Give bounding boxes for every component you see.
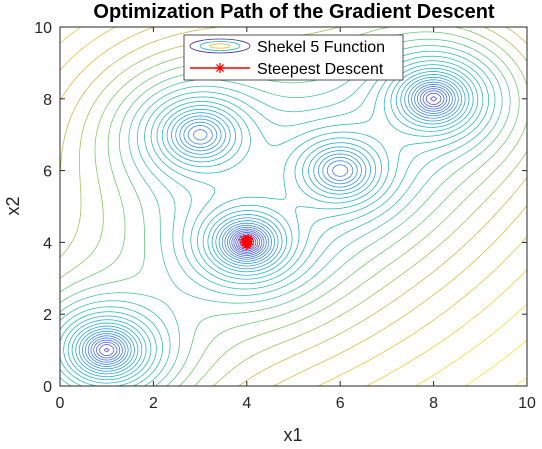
contour-level	[465, 339, 528, 387]
y-axis-label: x2	[3, 196, 23, 215]
contour-level	[81, 79, 459, 370]
contour-level	[84, 81, 456, 367]
chart-title: Optimization Path of the Gradient Descen…	[93, 1, 494, 23]
contour-level	[63, 64, 479, 384]
x-tick-label: 8	[429, 395, 438, 412]
x-axis-ticks: 0 2 4 6 8 10	[56, 27, 536, 412]
x-tick-label: 6	[336, 395, 345, 412]
y-tick-label: 4	[43, 235, 52, 252]
legend-asterisk	[215, 63, 225, 73]
legend-label-contour: Shekel 5 Function	[257, 39, 385, 56]
contour-level	[75, 74, 466, 375]
y-tick-label: 6	[43, 164, 52, 181]
y-tick-label: 0	[43, 379, 52, 396]
x-tick-label: 10	[518, 395, 536, 412]
contour-level	[59, 26, 528, 387]
contour-level	[90, 86, 450, 363]
contour-level	[59, 45, 503, 387]
legend: Shekel 5 Function Steepest Descent	[183, 34, 404, 81]
axes-box	[59, 26, 528, 387]
contour-level	[78, 76, 462, 372]
legend-contour-ring-middle	[199, 41, 241, 51]
contour-level	[515, 377, 528, 387]
contour-level	[103, 96, 437, 353]
legend-contour-swatch	[189, 38, 251, 54]
contour-level	[67, 67, 474, 381]
contour-level	[71, 71, 470, 378]
legend-marker-asterisk	[215, 63, 225, 73]
y-axis-ticks: 0 2 4 6 8 10	[34, 20, 527, 396]
contour-level	[87, 83, 453, 365]
asterisk-stroke	[240, 238, 249, 247]
legend-contour-ring-outer	[189, 38, 251, 54]
x-axis-label: x1	[283, 425, 302, 444]
legend-label-descent: Steepest Descent	[257, 61, 384, 78]
descent-point	[239, 237, 250, 248]
contour-level	[59, 60, 484, 387]
contour-level	[59, 50, 496, 387]
contour-lines	[59, 26, 528, 387]
asterisk-stroke	[216, 64, 224, 72]
y-tick-label: 10	[34, 20, 52, 37]
steepest-descent-series	[238, 234, 255, 250]
contour-level	[59, 26, 528, 387]
contour-level	[59, 55, 489, 387]
x-tick-label: 0	[56, 395, 65, 412]
x-tick-label: 2	[149, 395, 158, 412]
x-tick-label: 4	[242, 395, 251, 412]
legend-contour-ring-inner	[209, 43, 231, 49]
y-tick-label: 8	[43, 92, 52, 109]
y-tick-label: 2	[43, 307, 52, 324]
contour-level	[93, 88, 448, 361]
contour-level	[96, 90, 445, 359]
contour-level	[99, 92, 442, 357]
